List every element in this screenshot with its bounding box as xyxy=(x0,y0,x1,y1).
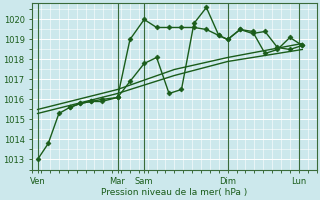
X-axis label: Pression niveau de la mer( hPa ): Pression niveau de la mer( hPa ) xyxy=(101,188,247,197)
